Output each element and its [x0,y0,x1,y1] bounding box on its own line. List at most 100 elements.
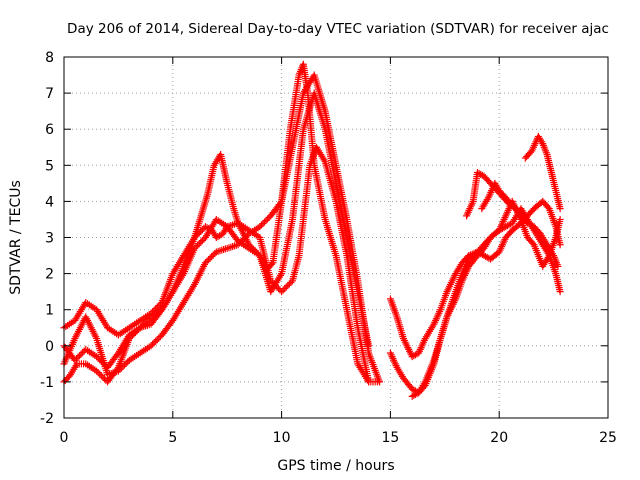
data-point [216,232,224,240]
data-point [114,367,122,375]
data-point [223,244,231,252]
data-point [556,215,564,223]
data-point [116,366,124,374]
data-point [278,288,286,296]
data-point [257,221,265,229]
data-point [556,241,564,249]
data-point [554,262,562,270]
data-point [242,233,250,241]
data-point [264,215,272,223]
data-point [76,352,84,360]
data-point [203,257,211,265]
y-tick-label: 5 [45,158,54,174]
data-point [520,211,528,219]
data-point [365,378,373,386]
data-point [122,359,130,367]
data-point [209,251,217,259]
data-point [225,244,233,252]
y-tick-label: 1 [45,303,54,319]
data-point [556,205,564,213]
data-point [121,361,129,369]
data-point [236,239,244,247]
y-tick-label: -1 [40,375,54,391]
data-point [71,356,79,364]
data-point [220,246,228,254]
y-tick-label: 3 [45,231,54,247]
data-point [205,256,213,264]
data-point [268,260,276,268]
data-point [239,236,247,244]
series-G [408,197,564,400]
data-point [259,220,267,228]
data-point [97,372,105,380]
data-point [149,340,157,348]
data-point [521,212,529,220]
data-point [262,216,270,224]
data-point [150,339,158,347]
x-tick-label: 25 [599,430,617,446]
data-point [282,283,290,291]
data-point [74,353,82,361]
data-point [94,369,102,377]
data-point [201,259,209,267]
data-point [79,349,87,357]
x-tick-label: 10 [273,430,291,446]
data-point [281,285,289,293]
y-tick-label: 2 [45,267,54,283]
data-point [197,238,205,246]
data-points [60,60,564,400]
data-point [155,334,163,342]
data-point [287,278,295,286]
data-point [72,355,80,363]
y-tick-label: 4 [45,194,54,210]
data-point [218,246,226,254]
data-point [237,238,245,246]
data-point [147,342,155,350]
data-point [256,223,264,231]
chart-title: Day 206 of 2014, Sidereal Day-to-day VTE… [67,21,609,37]
data-point [96,370,104,378]
series-I [521,132,564,213]
data-point [195,240,203,248]
data-point [198,237,206,245]
x-axis-label: GPS time / hours [277,458,394,474]
data-point [153,336,161,344]
data-point [118,364,126,372]
data-point [227,243,235,251]
data-point [284,281,292,289]
data-point [99,373,107,381]
series-D [60,71,384,386]
data-point [261,218,269,226]
y-tick-label: 0 [45,339,54,355]
data-point [119,362,127,370]
series-J [478,179,529,220]
data-point [411,351,419,359]
y-tick-label: 7 [45,86,54,102]
data-point [152,337,160,345]
x-tick-label: 0 [60,430,69,446]
data-point [556,288,564,296]
series-C [60,89,373,371]
data-point [212,248,220,256]
y-tick-label: -2 [40,411,54,427]
data-point [206,254,214,262]
data-point [376,378,384,386]
data-point [93,367,101,375]
data-point [77,350,85,358]
data-point [192,243,200,251]
x-tick-label: 20 [490,430,508,446]
axis-ticks: 0 5 10 15 20 25 -2 -1 0 1 2 3 4 5 6 7 8 [40,50,617,446]
data-point [208,253,216,261]
x-tick-label: 5 [168,430,177,446]
data-point [279,286,287,294]
data-point [221,245,229,253]
data-point [285,280,293,288]
data-point [153,303,161,311]
y-tick-label: 6 [45,122,54,138]
data-point [276,199,284,207]
x-tick-label: 15 [381,430,399,446]
data-point [234,241,242,249]
data-point [229,243,237,251]
data-point [240,235,248,243]
